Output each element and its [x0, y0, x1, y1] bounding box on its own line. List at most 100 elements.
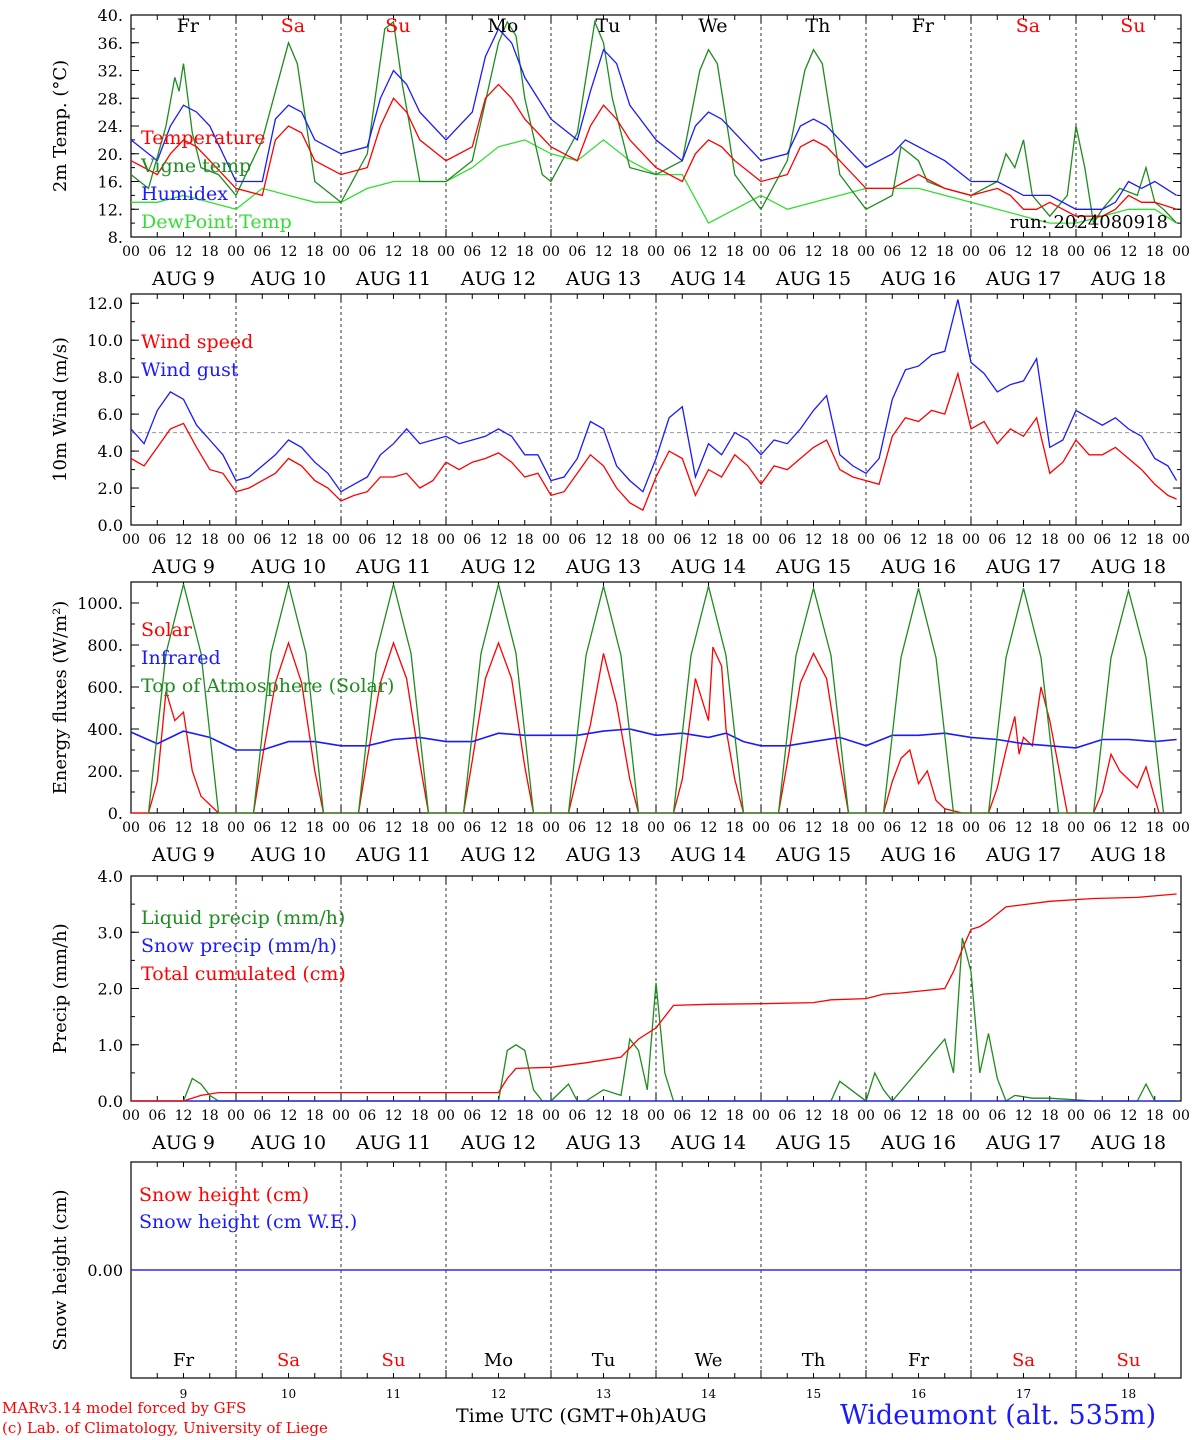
- legend-entry: Snow height (cm W.E.): [139, 1211, 357, 1233]
- weekday-label: Sa: [277, 1350, 300, 1371]
- weekday-label: Fr: [177, 15, 200, 37]
- x-hour-label: 00: [647, 244, 665, 260]
- series-line-wind-gust: [130, 299, 1178, 493]
- x-hour-label: 12: [595, 820, 613, 836]
- x-date-label: AUG 13: [565, 268, 641, 290]
- x-hour-label: 12: [1120, 1108, 1138, 1124]
- weekday-label: Su: [1120, 15, 1145, 37]
- y-tick-label: 600.: [87, 678, 123, 697]
- x-hour-label: 06: [883, 244, 901, 260]
- x-date-label: AUG 13: [565, 556, 641, 578]
- x-hour-label: 18: [621, 244, 639, 260]
- day-number-label: 12: [491, 1387, 506, 1400]
- x-hour-label: 12: [1015, 532, 1033, 548]
- x-hour-label: 06: [568, 532, 586, 548]
- x-hour-label: 12: [175, 532, 193, 548]
- x-date-label: AUG 11: [355, 1132, 431, 1154]
- legend-entry: Wind gust: [141, 359, 239, 381]
- x-hour-label: 12: [805, 532, 823, 548]
- x-date-label: AUG 10: [250, 1132, 326, 1154]
- y-tick-label: 8.0: [98, 368, 123, 387]
- x-hour-label: 12: [385, 820, 403, 836]
- legend-entry: Snow precip (mm/h): [141, 935, 337, 957]
- x-hour-label: 00: [332, 244, 350, 260]
- day-number-label: 9: [180, 1387, 188, 1400]
- weekday-label: Th: [802, 1350, 826, 1371]
- x-hour-label: 18: [516, 244, 534, 260]
- y-tick-label: 1.0: [98, 1036, 123, 1055]
- x-hour-label: 06: [358, 820, 376, 836]
- x-date-label: AUG 13: [565, 1132, 641, 1154]
- series-line-wind-speed: [130, 371, 1177, 512]
- weekday-label: Tu: [595, 15, 620, 37]
- x-hour-label: 18: [831, 244, 849, 260]
- x-hour-label: 06: [568, 1108, 586, 1124]
- x-hour-label: 12: [910, 1108, 928, 1124]
- x-hour-label: 00: [437, 532, 455, 548]
- x-hour-label: 00: [647, 820, 665, 836]
- y-tick-label: 16.: [98, 173, 123, 192]
- x-hour-label: 18: [201, 244, 219, 260]
- x-hour-label: 06: [253, 532, 271, 548]
- y-tick-label: 2.0: [98, 980, 123, 999]
- x-hour-label: 18: [831, 820, 849, 836]
- legend-entry: Liquid precip (mm/h): [141, 907, 345, 929]
- x-date-label: AUG 17: [985, 556, 1061, 578]
- x-hour-label: 18: [1041, 820, 1059, 836]
- x-hour-label: 18: [201, 532, 219, 548]
- x-hour-label: 12: [595, 244, 613, 260]
- series-line-infrared: [130, 728, 1177, 751]
- x-hour-label: 12: [280, 532, 298, 548]
- x-hour-label: 00: [857, 244, 875, 260]
- x-date-label: AUG 16: [880, 556, 956, 578]
- x-date-label: AUG 18: [1090, 1132, 1166, 1154]
- x-date-label: AUG 18: [1090, 268, 1166, 290]
- x-hour-label: 00: [1172, 1108, 1190, 1124]
- x-hour-label: 06: [988, 820, 1006, 836]
- x-hour-label: 00: [962, 532, 980, 548]
- x-hour-label: 00: [962, 820, 980, 836]
- x-hour-label: 18: [726, 820, 744, 836]
- y-tick-label: 12.0: [87, 294, 123, 313]
- x-hour-label: 12: [280, 1108, 298, 1124]
- panel-2: 0.0 2.0 4.0 6.0 8.0 10.0 12.0 10m Wind (m/s) Win…: [50, 293, 1190, 578]
- x-hour-label: 18: [621, 820, 639, 836]
- x-hour-label: 00: [437, 1108, 455, 1124]
- x-hour-label: 12: [280, 820, 298, 836]
- x-hour-label: 12: [175, 1108, 193, 1124]
- x-hour-label: 18: [831, 532, 849, 548]
- x-date-label: AUG 12: [460, 268, 536, 290]
- y-tick-label: 1000.: [77, 594, 123, 613]
- y-tick-label: 8.: [108, 228, 123, 247]
- x-hour-label: 12: [595, 1108, 613, 1124]
- x-hour-label: 18: [936, 532, 954, 548]
- y-tick-label: 200.: [87, 762, 123, 781]
- x-hour-label: 12: [595, 532, 613, 548]
- y-tick-label: 0.0: [98, 1092, 123, 1111]
- station-name: Wideumont (alt. 535m): [840, 1400, 1157, 1431]
- day-number-label: 11: [386, 1387, 401, 1400]
- weekday-label: Mo: [484, 1350, 513, 1371]
- x-hour-label: 18: [621, 532, 639, 548]
- x-hour-label: 06: [463, 532, 481, 548]
- x-hour-label: 00: [752, 1108, 770, 1124]
- x-date-label: AUG 11: [355, 844, 431, 866]
- y-tick-label: 0.: [108, 804, 123, 823]
- x-hour-label: 12: [1120, 820, 1138, 836]
- legend-entry: Vigne temp: [140, 155, 251, 177]
- y-axis-label: 2m Temp. (°C): [50, 60, 71, 192]
- x-hour-label: 00: [857, 1108, 875, 1124]
- x-hour-label: 06: [673, 244, 691, 260]
- x-hour-label: 18: [306, 532, 324, 548]
- x-hour-label: 00: [1067, 820, 1085, 836]
- x-date-label: AUG 14: [670, 556, 746, 578]
- x-hour-label: 12: [910, 532, 928, 548]
- weekday-label: Mo: [487, 15, 518, 37]
- x-hour-label: 00: [647, 1108, 665, 1124]
- x-hour-label: 18: [1041, 244, 1059, 260]
- x-hour-label: 18: [201, 820, 219, 836]
- y-tick-label: 28.: [98, 89, 123, 108]
- x-hour-label: 12: [1120, 532, 1138, 548]
- x-hour-label: 00: [857, 820, 875, 836]
- x-hour-label: 00: [122, 532, 140, 548]
